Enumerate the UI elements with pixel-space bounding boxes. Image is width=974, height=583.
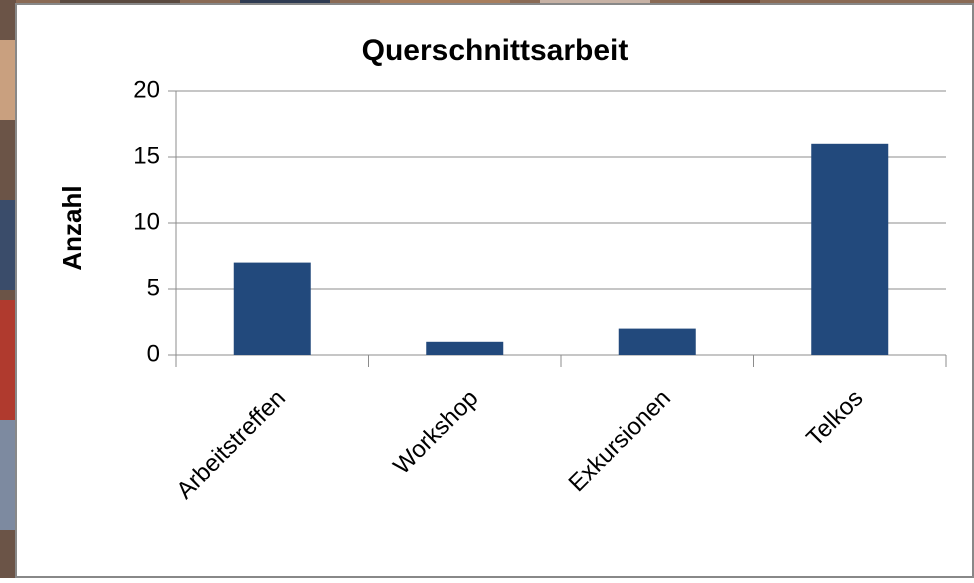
screenshot: Querschnittsarbeit Anzahl 05101520Arbeit… [0,0,974,578]
y-tick-label: 0 [147,340,160,367]
bar [426,342,503,355]
bar [234,263,311,355]
y-tick-label: 5 [147,274,160,301]
bar [811,144,888,355]
bar [619,329,696,355]
y-tick-label: 20 [133,76,160,103]
chart-title: Querschnittsarbeit [362,34,629,67]
y-axis-label: Anzahl [57,185,87,270]
y-tick-label: 10 [133,208,160,235]
y-tick-label: 15 [133,142,160,169]
